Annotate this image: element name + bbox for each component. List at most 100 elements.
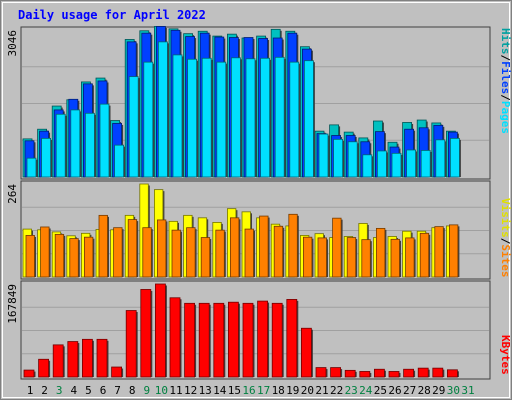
legend-sites: Sites [499,244,512,277]
sites-bar-day-27 [405,237,415,278]
sites-bar-day-17 [259,215,269,278]
day-label-29: 29 [432,384,445,397]
pages-bar-day-1 [26,157,37,178]
panel-visits-frame [20,180,491,280]
y-max-label-hits: 3046 [6,30,19,57]
kbytes-bar-day-30 [446,369,458,378]
legend-sep-3: / [499,238,512,245]
pages-bar-day-19 [289,61,300,178]
kbytes-bar-day-14 [213,302,225,378]
day-label-15: 15 [228,384,241,397]
pages-bar-day-22 [333,138,344,178]
panel-hits-files-pages [22,26,489,178]
pages-bar-day-17 [260,57,271,178]
day-label-11: 11 [169,384,182,397]
pages-bar-day-8 [128,76,139,178]
kbytes-bar-day-5 [82,338,93,378]
pages-bar-day-20 [303,60,314,178]
sites-bar-day-24 [361,239,371,278]
sites-bar-day-1 [25,235,35,278]
kbytes-bar-day-17 [257,300,269,378]
day-label-23: 23 [345,384,358,397]
kbytes-bar-day-25 [373,368,385,378]
sites-bar-day-29 [434,226,444,278]
pages-bar-day-21 [318,133,329,178]
kbytes-bar-day-8 [125,310,137,378]
legend-visits: Visits [499,198,512,238]
pages-bar-day-29 [435,139,446,178]
panel-kbytes-frame [20,280,491,380]
kbytes-bar-day-26 [388,371,400,378]
pages-bar-day-6 [99,103,110,178]
day-label-1: 1 [27,384,34,397]
pages-bar-day-23 [347,141,358,178]
day-label-28: 28 [418,384,431,397]
kbytes-bar-day-4 [67,341,79,378]
sites-bar-day-10 [156,219,167,278]
panel-kbytes [22,283,489,378]
sites-bar-day-19 [288,213,298,278]
day-label-24: 24 [359,384,373,397]
day-label-4: 4 [70,384,77,397]
pages-bar-day-4 [70,109,81,178]
kbytes-bar-day-28 [417,367,429,378]
day-label-31: 31 [461,384,474,397]
sites-bar-day-5 [84,236,94,278]
panel-hits-frame [20,26,491,180]
day-label-2: 2 [41,384,48,397]
pages-bar-day-28 [420,150,431,178]
pages-bar-day-7 [114,144,124,178]
legend-hits: Hits [499,28,512,55]
pages-bar-day-11 [172,54,183,178]
kbytes-bar-day-15 [227,301,239,378]
sites-bar-day-16 [244,228,254,278]
kbytes-bar-day-11 [169,297,181,378]
sites-bar-day-3 [54,233,65,278]
pages-bar-day-26 [391,152,402,178]
kbytes-bar-day-22 [330,367,342,378]
day-label-25: 25 [374,384,387,397]
kbytes-bar-day-6 [96,338,108,378]
sites-bar-day-21 [317,237,327,278]
sites-bar-day-25 [375,227,386,278]
legend-pages: Pages [499,101,512,134]
day-label-27: 27 [403,384,416,397]
pages-bar-day-3 [55,113,66,178]
day-label-21: 21 [315,384,328,397]
day-label-6: 6 [100,384,107,397]
kbytes-bar-day-7 [111,366,122,378]
sites-bar-day-22 [332,217,342,278]
right-legend-hits: Hits/Files/Pages [499,28,512,134]
sites-bar-day-23 [346,237,357,278]
day-label-14: 14 [213,384,227,397]
pages-bar-day-5 [85,112,95,178]
kbytes-bar-day-10 [154,283,166,378]
day-label-26: 26 [388,384,401,397]
pages-bar-day-13 [201,57,212,178]
sites-bar-day-15 [229,217,240,278]
pages-bar-day-24 [362,154,373,178]
kbytes-bar-day-23 [344,369,356,378]
sites-bar-day-13 [200,237,211,278]
x-axis-day-labels: 1 2 3 4 5 6 7 8 9 10 11 12 13 14 15 16 17 18 19 20 21 22 23 24 2… [27,384,475,397]
sites-bar-day-2 [40,226,50,278]
kbytes-bar-day-1 [23,369,35,378]
pages-bar-day-25 [376,150,387,178]
y-max-label-visits: 264 [6,184,19,204]
kbytes-bar-day-21 [315,367,327,378]
day-label-10: 10 [155,384,168,397]
legend-files: Files [499,61,512,94]
day-label-12: 12 [184,384,197,397]
legend-sep-2: / [499,94,512,101]
day-label-18: 18 [272,384,285,397]
sites-bar-day-20 [302,236,313,278]
pages-bar-day-2 [41,137,51,178]
sites-bar-day-18 [273,225,284,278]
day-label-17: 17 [257,384,270,397]
sites-bar-day-8 [127,219,138,278]
pages-bar-day-14 [216,61,227,178]
kbytes-bar-day-3 [52,344,64,378]
chart-title: Daily usage for April 2022 [18,8,206,22]
day-label-8: 8 [129,384,136,397]
